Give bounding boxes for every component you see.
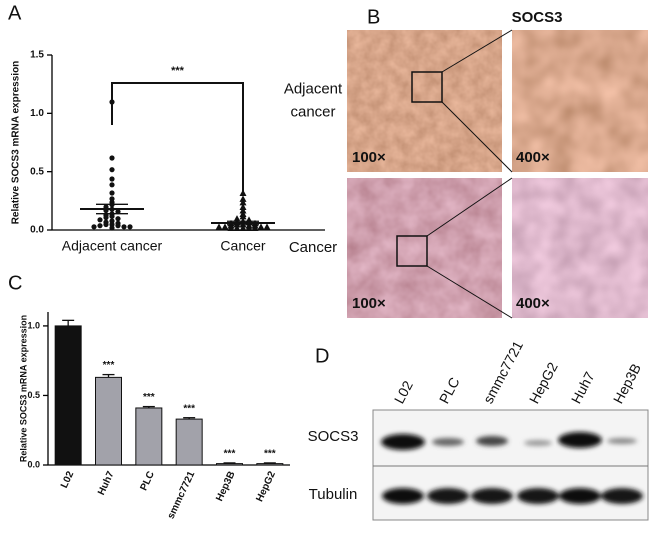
data-point bbox=[263, 223, 271, 230]
data-point bbox=[103, 214, 109, 221]
panel-letter: D bbox=[315, 345, 329, 367]
y-tick-label: 1.0 bbox=[30, 108, 44, 119]
row-label: Adjacent bbox=[284, 80, 343, 97]
significance-label: *** bbox=[264, 449, 276, 460]
data-point bbox=[109, 167, 115, 173]
significance-label: *** bbox=[224, 449, 236, 460]
bar bbox=[95, 376, 122, 466]
x-tick-label: PLC bbox=[139, 470, 157, 493]
y-tick-label: 0.0 bbox=[30, 225, 44, 236]
row-label: Tubulin bbox=[309, 486, 358, 503]
data-point bbox=[239, 195, 247, 202]
data-point bbox=[115, 216, 121, 222]
zoom-box bbox=[411, 71, 443, 103]
panel-letter: A bbox=[8, 2, 22, 24]
x-tick-label: HepG2 bbox=[254, 469, 278, 503]
data-point bbox=[109, 176, 115, 182]
data-point bbox=[109, 213, 115, 219]
data-point bbox=[233, 215, 241, 222]
magnification: 100× bbox=[352, 295, 386, 312]
significance-bracket bbox=[111, 82, 244, 193]
row-label: cancer bbox=[290, 103, 335, 120]
micrograph bbox=[347, 30, 502, 172]
x-tick-label: Cancer bbox=[220, 238, 265, 254]
micrograph bbox=[512, 178, 648, 318]
data-point bbox=[233, 224, 241, 231]
bar bbox=[256, 463, 284, 466]
bar bbox=[135, 407, 163, 466]
x-tick-label: Hep3B bbox=[214, 470, 237, 503]
x-tick-label: L02 bbox=[59, 469, 76, 490]
data-point bbox=[227, 224, 235, 231]
data-point bbox=[257, 223, 265, 230]
magnification: 100× bbox=[352, 149, 386, 166]
data-point bbox=[115, 209, 121, 215]
x-tick-label: Adjacent cancer bbox=[62, 238, 163, 254]
lane-label: HepG2 bbox=[526, 359, 561, 406]
magnification: 400× bbox=[516, 295, 550, 312]
x-tick-label: smmc7721 bbox=[166, 469, 198, 520]
significance-label: *** bbox=[143, 392, 155, 403]
y-tick-label: 0.5 bbox=[30, 166, 44, 177]
data-point bbox=[115, 223, 121, 229]
blot-membrane bbox=[372, 409, 649, 521]
significance-label: *** bbox=[183, 403, 195, 414]
magnification: 400× bbox=[516, 149, 550, 166]
data-point bbox=[239, 224, 247, 231]
panel-letter: B bbox=[367, 6, 380, 28]
data-point bbox=[239, 212, 247, 220]
significance-label: *** bbox=[103, 360, 115, 371]
data-point bbox=[97, 217, 103, 223]
data-point bbox=[109, 155, 115, 161]
data-point bbox=[109, 190, 115, 196]
data-point bbox=[103, 221, 109, 228]
data-point bbox=[97, 223, 103, 229]
micrographs bbox=[347, 29, 648, 319]
y-tick-label: 1.5 bbox=[30, 50, 44, 61]
y-tick-label: 0.5 bbox=[27, 390, 40, 400]
lane-label: L02 bbox=[391, 378, 416, 406]
y-tick-label: 1.0 bbox=[27, 320, 40, 330]
zoom-line bbox=[441, 101, 513, 173]
x-tick-label: Huh7 bbox=[96, 469, 117, 497]
lane-label: PLC bbox=[436, 375, 463, 407]
micrograph bbox=[347, 178, 502, 318]
data-point bbox=[221, 223, 229, 230]
bar bbox=[175, 418, 203, 466]
data-point bbox=[127, 224, 133, 230]
data-point bbox=[91, 224, 97, 230]
data-point bbox=[251, 224, 259, 231]
lane-label: Huh7 bbox=[568, 369, 598, 406]
data-point bbox=[245, 224, 253, 231]
lane-label: smmc7721 bbox=[480, 338, 526, 406]
y-tick-label: 0.0 bbox=[27, 459, 40, 469]
data-point bbox=[239, 198, 247, 206]
lane-label: Hep3B bbox=[610, 361, 644, 406]
data-point bbox=[121, 224, 127, 230]
row-label: SOCS3 bbox=[308, 428, 359, 445]
data-point bbox=[109, 225, 115, 231]
panel-title: SOCS3 bbox=[512, 9, 563, 26]
y-axis-label: Relative SOCS3 mRNA expression bbox=[11, 61, 22, 225]
zoom-line bbox=[441, 29, 513, 73]
row-label: Cancer bbox=[289, 239, 337, 256]
data-point bbox=[239, 207, 247, 214]
zoom-line bbox=[426, 265, 513, 319]
micrograph bbox=[512, 30, 648, 172]
zoom-box bbox=[396, 235, 428, 267]
zoom-line bbox=[426, 177, 513, 237]
bar bbox=[54, 325, 82, 466]
western-blot bbox=[372, 409, 649, 521]
panel-letter: C bbox=[8, 272, 22, 294]
significance-label: *** bbox=[171, 65, 185, 77]
bar bbox=[216, 463, 243, 466]
data-point bbox=[215, 223, 223, 230]
data-point bbox=[109, 182, 115, 188]
y-axis-label: Relative SOCS3 mRNA expression bbox=[18, 315, 28, 462]
data-point bbox=[239, 203, 247, 210]
